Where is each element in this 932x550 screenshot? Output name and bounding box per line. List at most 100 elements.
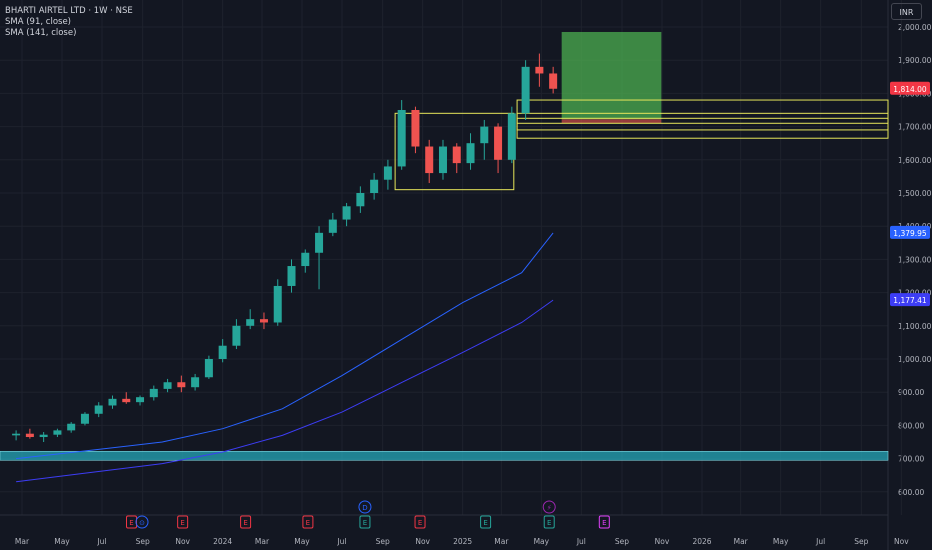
candle-body (535, 66, 544, 74)
candle (370, 173, 379, 200)
event-symbol: E (129, 519, 133, 527)
candle (232, 319, 241, 350)
x-tick-label: Sep (854, 537, 868, 546)
candle (438, 139, 447, 180)
event-symbol: D (362, 504, 367, 512)
event-circle (358, 500, 372, 514)
candle-body (25, 433, 34, 438)
y-tick-label: 900.00 (898, 388, 924, 397)
x-tick-label: May (773, 537, 789, 546)
candle (94, 402, 103, 418)
zone-rectangle (516, 117, 889, 124)
y-tick-label: 1,000.00 (898, 355, 932, 364)
candle-body (12, 433, 21, 436)
event-flash-purple: ⚡ (542, 500, 556, 514)
price-label-text: 1,177.41 (893, 296, 927, 305)
price-label: 1,177.41 (890, 293, 930, 307)
candle (383, 159, 392, 190)
candle-body (149, 388, 158, 398)
event-box (480, 515, 492, 529)
candle (246, 309, 255, 330)
x-tick-label: Sep (615, 537, 629, 546)
candle (191, 373, 200, 391)
candle-body (315, 232, 324, 253)
candle (315, 226, 324, 290)
y-tick-label: 2,000.00 (898, 23, 932, 32)
candle (301, 249, 310, 273)
candle (177, 375, 186, 393)
y-tick-label: 1,300.00 (898, 255, 932, 264)
candle-body (136, 397, 145, 403)
candle-body (328, 219, 337, 233)
candle-body (452, 146, 461, 164)
x-tick-label: Nov (894, 537, 909, 546)
event-earnings-red: E (414, 515, 426, 529)
event-box (414, 515, 426, 529)
event-circle (135, 515, 149, 529)
event-earnings-green: E (480, 515, 492, 529)
candle-body (438, 146, 447, 174)
candle-body (163, 382, 172, 389)
x-tick-label: May (294, 537, 310, 546)
candle-body (480, 126, 489, 144)
symbol-title[interactable]: BHARTI AIRTEL LTD · 1W · NSE (5, 6, 133, 16)
x-tick-label: 2026 (692, 537, 711, 546)
candle-body (301, 252, 310, 267)
candle-body (425, 146, 434, 174)
candle-body (287, 266, 296, 286)
candle (108, 395, 117, 409)
event-earnings-purple: E (598, 515, 610, 529)
x-tick-label: Nov (175, 537, 190, 546)
sma-141-line (16, 299, 554, 483)
currency-button[interactable]: INR (891, 3, 922, 20)
event-earnings-red: E (177, 515, 189, 529)
candle-body (232, 325, 241, 346)
candle (204, 355, 213, 379)
sma-141-label[interactable]: SMA (141, close) (5, 28, 77, 38)
candle (411, 106, 420, 154)
candle (342, 202, 351, 227)
candle-body (549, 73, 558, 89)
candle-body (411, 110, 420, 147)
candle (273, 279, 282, 326)
price-label-bg (890, 293, 930, 307)
candle-body (259, 319, 268, 323)
stop-box (561, 119, 662, 124)
candle (122, 392, 131, 404)
x-tick-label: Sep (136, 537, 150, 546)
event-symbol: E (180, 519, 184, 527)
sma-91-label[interactable]: SMA (91, close) (5, 17, 71, 27)
y-tick-label: 700.00 (898, 455, 924, 464)
candle (53, 428, 62, 438)
sma-91-line (16, 232, 554, 460)
candle (521, 60, 530, 120)
x-tick-label: Mar (494, 537, 509, 546)
candles (12, 53, 558, 442)
candle-body (80, 413, 89, 424)
candle-body (191, 377, 200, 388)
candle (535, 53, 544, 87)
y-tick-label: 1,700.00 (898, 123, 932, 132)
y-tick-label: 1,900.00 (898, 56, 932, 65)
candle (25, 428, 34, 439)
candle (425, 139, 434, 184)
price-label: 1,379.95 (890, 225, 930, 239)
event-earnings-red: E (126, 515, 138, 529)
candle (397, 100, 406, 170)
y-tick-label: 800.00 (898, 421, 924, 430)
candle (494, 123, 503, 174)
event-symbol: E (243, 519, 247, 527)
event-circle (542, 500, 556, 514)
event-box (543, 515, 555, 529)
x-tick-label: Mar (734, 537, 749, 546)
event-box (126, 515, 138, 529)
candle-body (507, 113, 516, 160)
candle (149, 385, 158, 401)
candle (328, 212, 337, 237)
y-tick-label: 1,100.00 (898, 322, 932, 331)
candle (136, 395, 145, 406)
candle-body (177, 382, 186, 388)
candle-body (108, 398, 117, 406)
